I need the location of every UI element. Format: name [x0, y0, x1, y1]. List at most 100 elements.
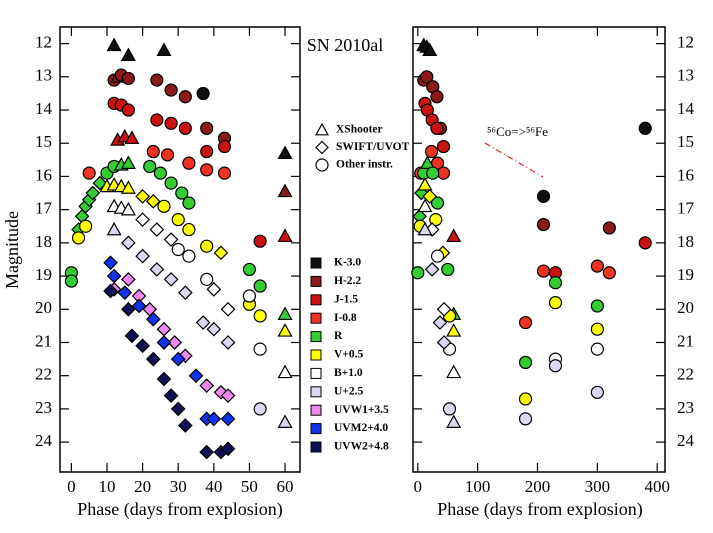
marker	[417, 177, 433, 191]
marker	[253, 309, 267, 323]
x-axis-label: Phase (days from explosion)	[77, 499, 282, 520]
y-tick-label: 14	[677, 99, 695, 118]
marker	[120, 180, 136, 194]
y-tick-label: 22	[35, 365, 52, 384]
marker	[143, 159, 157, 174]
marker	[117, 285, 133, 301]
x-tick-label: 0	[67, 477, 76, 496]
legend-marker	[314, 122, 330, 136]
marker	[253, 234, 267, 248]
marker	[411, 266, 425, 280]
marker	[199, 444, 215, 460]
marker	[145, 351, 161, 367]
y-tick-label: 24	[677, 431, 695, 450]
marker	[536, 189, 551, 203]
marker	[171, 242, 185, 257]
y-tick-label: 17	[677, 199, 695, 218]
marker	[157, 199, 171, 213]
marker	[436, 139, 451, 154]
marker	[103, 255, 118, 271]
marker	[206, 282, 222, 297]
y-tick-label: 22	[677, 365, 694, 384]
y-tick-label: 21	[35, 331, 52, 350]
marker	[536, 264, 551, 278]
marker	[217, 139, 232, 154]
marker	[182, 156, 196, 170]
y-axis-label: Magnitude	[2, 211, 22, 289]
marker	[446, 323, 462, 337]
marker	[156, 321, 172, 337]
marker	[518, 355, 533, 370]
marker	[131, 298, 147, 314]
x-tick-label: 300	[585, 477, 611, 496]
y-tick-label: 20	[677, 298, 694, 317]
legend-label: XShooter	[336, 124, 383, 136]
legend-label: SWIFT/UVOT	[336, 141, 410, 153]
legend-swatch	[310, 423, 322, 435]
marker	[277, 183, 293, 198]
x-tick-label: 30	[170, 477, 187, 496]
marker	[171, 213, 185, 227]
marker	[432, 315, 448, 330]
marker	[188, 368, 204, 384]
plot-frame	[59, 26, 301, 473]
marker	[149, 262, 165, 277]
x-tick-label: 100	[465, 477, 491, 496]
marker	[200, 163, 214, 177]
marker	[167, 335, 183, 350]
marker	[135, 212, 150, 227]
plot-frame	[412, 26, 666, 473]
marker	[420, 70, 434, 84]
marker	[277, 414, 293, 428]
annotation: ⁵⁶Co=>⁵⁶Fe	[487, 124, 548, 139]
marker	[196, 86, 210, 101]
y-tick-label: 14	[35, 99, 53, 118]
marker	[178, 90, 192, 104]
legend-label: UVM2+4.0	[334, 422, 388, 434]
marker	[242, 289, 257, 303]
marker	[277, 323, 293, 337]
marker	[213, 245, 229, 261]
marker	[121, 272, 136, 287]
marker	[200, 239, 214, 253]
marker	[441, 262, 455, 277]
y-tick-label: 17	[35, 199, 53, 218]
marker	[220, 411, 236, 427]
x-tick-label: 40	[205, 477, 222, 496]
marker	[277, 228, 293, 243]
legend-label: V+0.5	[334, 349, 363, 361]
x-tick-label: 20	[134, 477, 151, 496]
marker	[220, 441, 236, 457]
y-tick-label: 12	[677, 33, 694, 52]
marker	[178, 121, 192, 135]
legend-swatch	[310, 257, 322, 269]
marker	[442, 402, 457, 416]
marker	[518, 315, 533, 330]
marker	[417, 198, 433, 213]
marker	[146, 144, 160, 159]
marker	[206, 321, 222, 337]
marker	[135, 248, 150, 264]
marker	[277, 364, 293, 379]
marker	[182, 249, 196, 263]
x-tick-label: 60	[277, 477, 294, 496]
marker	[638, 121, 652, 135]
marker	[64, 274, 78, 288]
marker	[424, 262, 440, 277]
marker	[120, 155, 136, 169]
marker	[177, 285, 193, 301]
marker	[195, 315, 211, 330]
marker	[160, 148, 175, 162]
y-tick-label: 23	[677, 398, 694, 417]
marker	[430, 121, 444, 135]
marker	[120, 201, 136, 216]
legend-label: B+1.0	[334, 367, 363, 379]
marker	[135, 189, 150, 204]
y-tick-label: 18	[677, 232, 694, 251]
marker	[82, 166, 96, 180]
marker	[200, 121, 214, 135]
legend-swatch	[310, 312, 322, 324]
marker	[220, 388, 236, 403]
marker	[156, 42, 172, 57]
